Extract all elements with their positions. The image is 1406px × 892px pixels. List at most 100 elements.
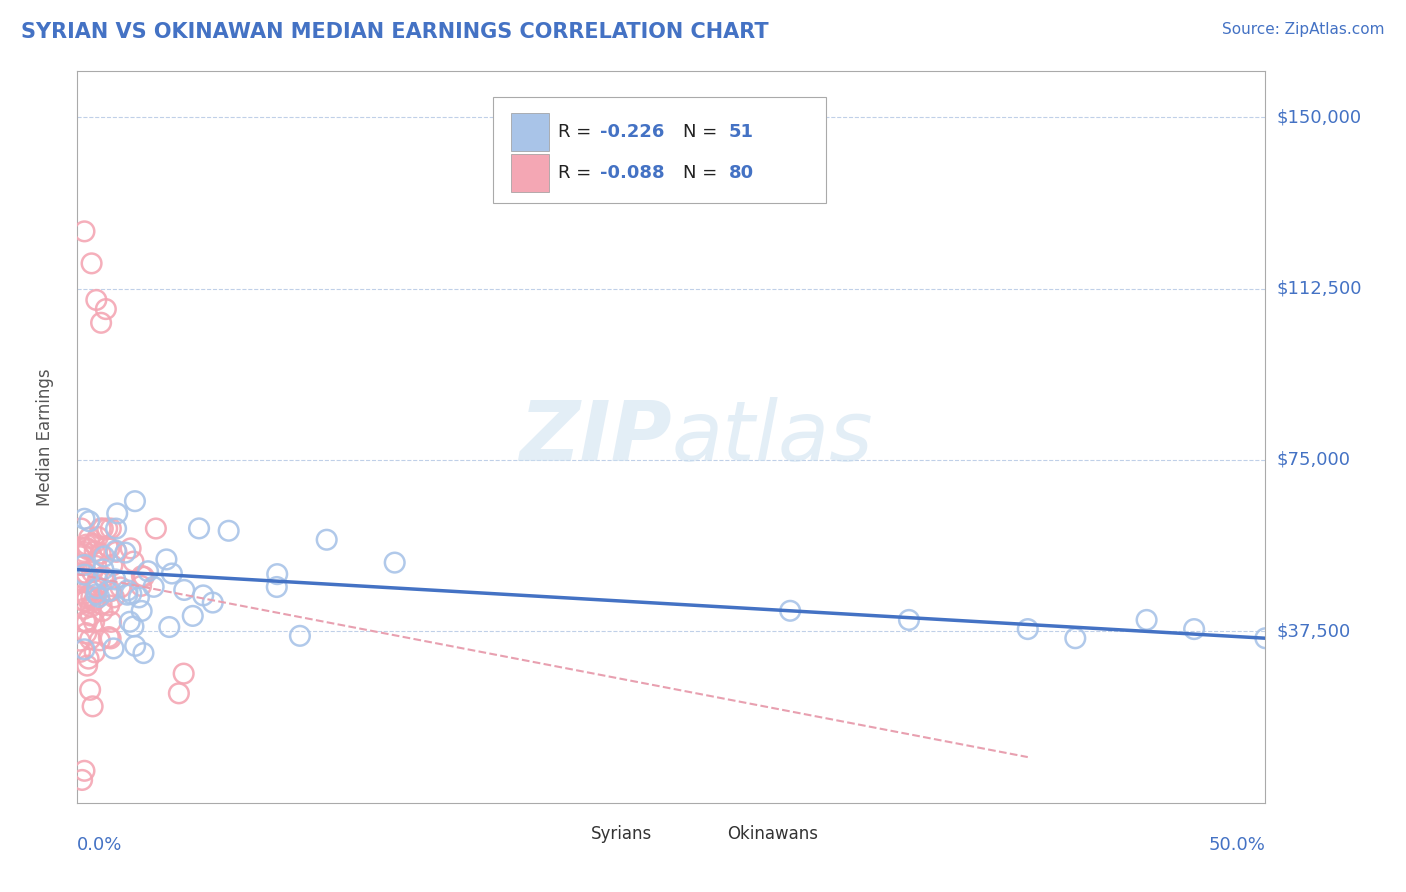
Point	[76, 590, 98, 604]
Point	[129, 579, 152, 593]
Point	[83, 537, 105, 551]
Point	[76, 658, 98, 673]
Point	[86, 581, 108, 595]
Point	[73, 594, 96, 608]
Point	[160, 566, 183, 581]
Point	[75, 541, 97, 555]
Point	[83, 582, 105, 597]
Point	[91, 521, 114, 535]
Point	[105, 507, 128, 521]
FancyBboxPatch shape	[686, 823, 721, 845]
Point	[288, 629, 311, 643]
Point	[173, 666, 195, 681]
Point	[94, 301, 117, 317]
Point	[76, 542, 98, 557]
Point	[86, 293, 108, 307]
Point	[193, 589, 215, 603]
Point	[188, 521, 211, 535]
Point	[90, 316, 112, 330]
Point	[100, 632, 122, 646]
Point	[73, 224, 96, 238]
FancyBboxPatch shape	[510, 113, 548, 151]
Point	[86, 587, 108, 601]
Point	[110, 581, 132, 595]
Text: $112,500: $112,500	[1277, 279, 1362, 298]
Text: R =: R =	[558, 164, 598, 182]
Text: 80: 80	[728, 164, 754, 182]
Point	[136, 564, 159, 578]
Point	[96, 584, 118, 599]
Point	[97, 584, 120, 599]
Text: 51: 51	[728, 123, 754, 141]
Point	[105, 522, 128, 536]
Point	[120, 587, 142, 601]
Text: 50.0%: 50.0%	[1209, 836, 1265, 854]
Point	[73, 642, 96, 657]
Point	[76, 591, 98, 606]
Text: $150,000: $150,000	[1277, 108, 1361, 126]
Point	[266, 567, 288, 582]
Point	[73, 566, 96, 580]
Point	[93, 549, 115, 564]
Text: Source: ZipAtlas.com: Source: ZipAtlas.com	[1222, 22, 1385, 37]
Point	[69, 549, 91, 563]
Point	[91, 570, 114, 584]
Point	[124, 494, 146, 508]
Point	[117, 583, 139, 598]
Text: -0.088: -0.088	[600, 164, 665, 182]
Point	[131, 604, 153, 618]
Point	[898, 613, 921, 627]
Point	[1064, 632, 1087, 646]
Point	[1136, 613, 1159, 627]
Point	[73, 545, 96, 559]
Point	[79, 682, 101, 697]
Point	[70, 521, 93, 535]
Point	[91, 562, 114, 576]
Text: Syrians: Syrians	[591, 825, 652, 843]
Point	[120, 541, 142, 556]
Point	[84, 558, 107, 573]
Point	[90, 547, 112, 561]
Point	[91, 604, 114, 618]
Point	[75, 626, 97, 640]
Point	[145, 521, 167, 535]
Point	[105, 545, 128, 559]
Point	[90, 521, 112, 535]
Point	[98, 599, 121, 613]
Point	[84, 579, 107, 593]
Point	[100, 615, 122, 629]
Point	[132, 570, 155, 584]
Point	[83, 544, 105, 558]
Point	[218, 524, 240, 538]
Point	[77, 514, 100, 528]
Point	[132, 646, 155, 660]
Point	[128, 591, 150, 605]
Point	[79, 632, 101, 647]
Point	[173, 582, 195, 597]
Point	[76, 615, 98, 630]
Point	[73, 587, 96, 601]
Point	[100, 584, 122, 599]
Point	[142, 580, 165, 594]
Point	[1017, 622, 1039, 636]
Point	[157, 620, 180, 634]
Text: R =: R =	[558, 123, 598, 141]
Point	[201, 596, 224, 610]
Point	[73, 512, 96, 526]
Point	[96, 539, 118, 553]
Point	[77, 531, 100, 545]
Point	[82, 565, 104, 579]
FancyBboxPatch shape	[494, 97, 825, 203]
Point	[104, 543, 127, 558]
Point	[83, 615, 105, 629]
Text: Okinawans: Okinawans	[727, 825, 818, 843]
Point	[87, 530, 110, 544]
Point	[75, 615, 97, 629]
Point	[96, 521, 118, 535]
Point	[76, 538, 98, 552]
Text: $75,000: $75,000	[1277, 451, 1351, 469]
Text: $37,500: $37,500	[1277, 623, 1351, 640]
Point	[69, 645, 91, 659]
Point	[73, 567, 96, 582]
Point	[114, 546, 136, 560]
